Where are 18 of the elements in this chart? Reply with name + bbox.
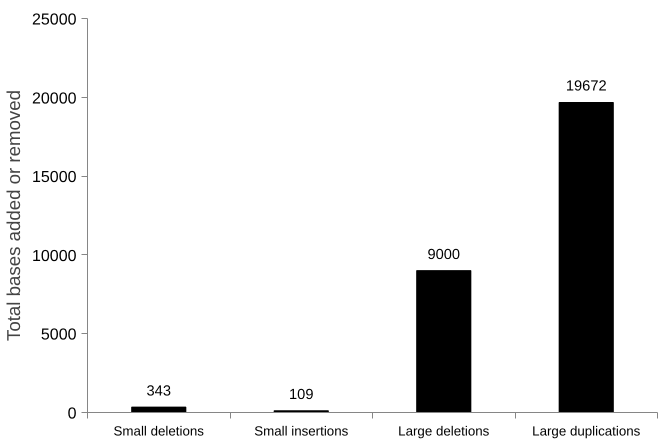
bar bbox=[558, 102, 614, 412]
y-tick-label: 15000 bbox=[32, 169, 77, 186]
x-tick-label: Small deletions bbox=[114, 424, 204, 438]
data-label: 343 bbox=[146, 383, 171, 400]
x-tick-label: Small insertions bbox=[254, 424, 349, 438]
data-label: 9000 bbox=[427, 246, 460, 263]
y-tick-label: 10000 bbox=[32, 248, 77, 265]
y-tick-label: 5000 bbox=[40, 326, 77, 344]
bar bbox=[416, 270, 472, 412]
y-tick-label: 20000 bbox=[32, 90, 77, 108]
y-tick-label: 0 bbox=[68, 406, 77, 422]
y-axis-title: Total bases added or removed bbox=[3, 90, 24, 341]
x-tick-label: Large duplications bbox=[532, 424, 641, 438]
data-label: 19672 bbox=[566, 78, 607, 95]
data-label: 109 bbox=[289, 386, 314, 403]
y-tick-label: 25000 bbox=[32, 12, 77, 28]
x-tick-label: Large deletions bbox=[398, 424, 490, 438]
bar bbox=[131, 406, 186, 412]
